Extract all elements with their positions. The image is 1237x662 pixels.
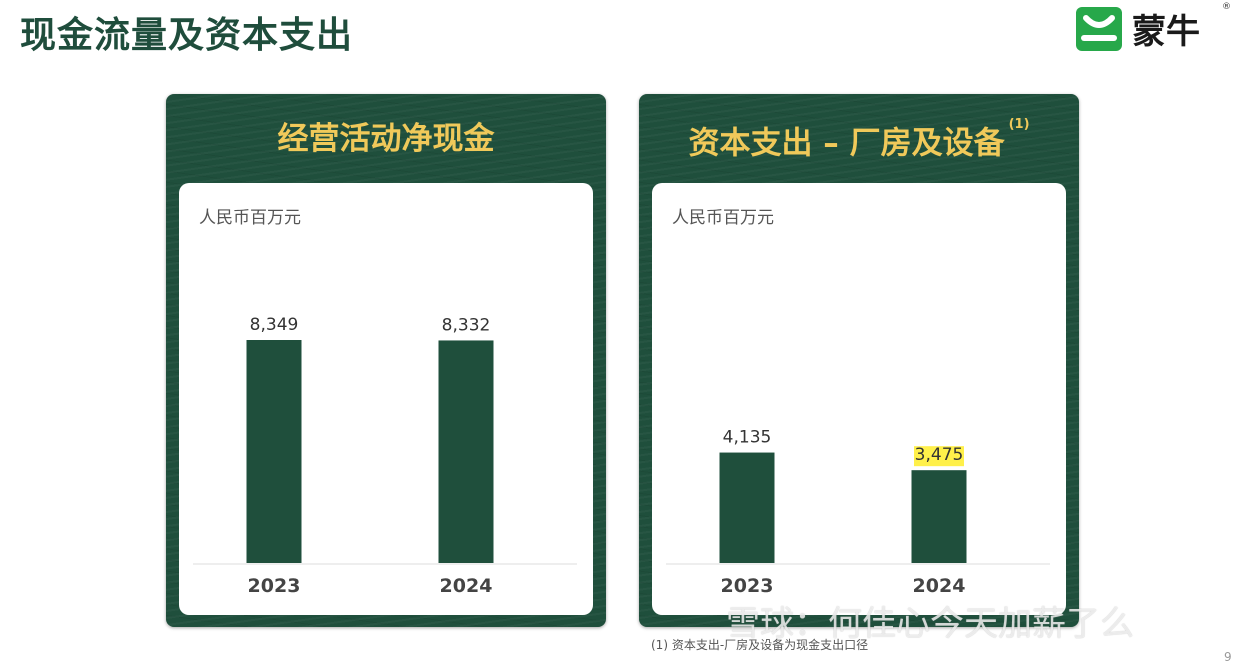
x-tick-label: 2023 bbox=[248, 575, 301, 597]
x-tick-label: 2023 bbox=[721, 575, 774, 597]
data-label: 8,349 bbox=[250, 315, 299, 335]
panel-title-text: 资本支出 – 厂房及设备 bbox=[688, 125, 1005, 162]
x-tick-label: 2024 bbox=[440, 575, 493, 597]
logo-text: 蒙牛 bbox=[1132, 12, 1200, 52]
brand-logo: 蒙牛 ® bbox=[1074, 2, 1234, 56]
data-label: 8,332 bbox=[442, 315, 491, 335]
panel-title-text: 经营活动净现金 bbox=[277, 121, 495, 157]
panel-title: 经营活动净现金 bbox=[166, 114, 606, 164]
panel-operating-cash-flow: 经营活动净现金 人民币百万元 8,349 2023 8,332 2024 bbox=[166, 94, 606, 627]
chart-card: 人民币百万元 4,135 2023 3,475 2024 bbox=[652, 183, 1066, 615]
watermark: 雪球：何佳心今天加薪了么 bbox=[726, 604, 1134, 644]
chart-card: 人民币百万元 8,349 2023 8,332 2024 bbox=[179, 183, 593, 615]
page-title: 现金流量及资本支出 bbox=[20, 15, 354, 56]
data-label: 3,475 bbox=[915, 445, 964, 465]
data-label: 4,135 bbox=[723, 428, 772, 448]
bar-2023 bbox=[719, 452, 775, 563]
value-highlight bbox=[914, 446, 964, 467]
chart-unit-label: 人民币百万元 bbox=[199, 208, 301, 228]
x-tick-label: 2024 bbox=[913, 575, 966, 597]
page-number: 9 bbox=[1224, 650, 1232, 662]
bar-chart-operating-cash-flow: 8,349 2023 8,332 2024 bbox=[193, 315, 577, 597]
panel-capex: 资本支出 – 厂房及设备(1) 人民币百万元 4,135 2023 3,475 202… bbox=[639, 94, 1079, 627]
bar-2023 bbox=[246, 340, 302, 563]
registered-mark: ® bbox=[1222, 2, 1231, 12]
chart-unit-label: 人民币百万元 bbox=[672, 208, 774, 228]
footnote-marker: (1) bbox=[1008, 117, 1030, 132]
bar-2024 bbox=[438, 340, 494, 563]
bar-chart-capex: 4,135 2023 3,475 2024 bbox=[666, 428, 1050, 597]
mengniu-logo-icon bbox=[1076, 7, 1122, 51]
footnote: (1) 资本支出-厂房及设备为现金支出口径 bbox=[651, 638, 869, 652]
bar-2024 bbox=[911, 470, 967, 563]
panel-title: 资本支出 – 厂房及设备(1) bbox=[639, 114, 1079, 164]
